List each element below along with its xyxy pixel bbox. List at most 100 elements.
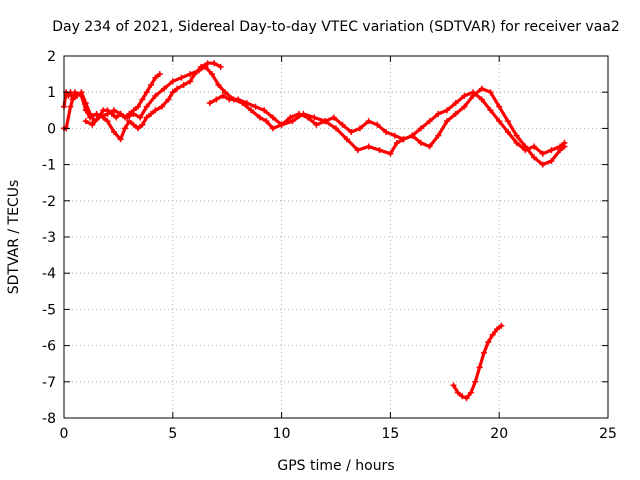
data-point [487,107,494,114]
data-point [504,129,511,136]
data-point [169,78,176,85]
x-axis-ticks: 0 5 10 15 20 25 [60,56,617,442]
y-tick-label: -6 [42,339,56,355]
data-point [211,60,218,67]
data-point [252,103,259,110]
data-point [117,136,124,143]
data-point [89,121,96,128]
data-point [374,121,381,128]
data-point [400,136,407,143]
series-sdtvar-d [208,86,567,167]
data-point [269,125,276,132]
data-point [165,96,172,103]
data-point [87,114,94,121]
data-point [93,110,100,117]
data-point [504,118,511,125]
data-point [187,78,194,85]
data-point [195,67,202,74]
data-point [393,139,400,146]
data-point [333,125,339,132]
data-point [452,100,459,107]
data-point [124,114,131,121]
data-point [494,326,501,333]
data-point [152,107,159,114]
data-point [206,100,213,107]
data-point [113,114,120,121]
data-point [126,118,133,125]
data-point [459,393,466,400]
data-point [383,129,390,136]
data-point [557,147,564,154]
data-point [139,121,146,128]
chart-title: Day 234 of 2021, Sidereal Day-to-day VTE… [52,19,620,35]
data-point [134,125,141,132]
data-point [391,132,398,139]
x-tick-label: 25 [599,426,617,442]
data-point [134,103,141,110]
data-point [121,125,128,132]
data-point [243,100,250,107]
data-point [487,89,494,96]
data-point [476,364,483,371]
data-point [496,103,503,110]
data-point [82,107,89,114]
data-point [463,395,470,402]
data-point [561,143,568,150]
data-point [443,118,450,125]
data-point [178,74,185,81]
data-point [137,114,144,121]
data-point [104,118,111,125]
series-sdtvar-c [84,65,567,156]
data-point [531,154,538,161]
x-tick-label: 0 [60,426,69,442]
data-point [143,114,150,121]
y-tick-label: -5 [42,302,56,318]
data-point [65,92,72,99]
y-tick-label: 2 [47,49,56,65]
data-point [472,378,479,385]
y-tick-label: -4 [42,266,56,282]
data-point [263,118,270,125]
data-point [174,85,181,92]
data-point [467,389,474,396]
data-point [365,118,372,125]
data-point [180,81,187,88]
data-point [387,150,394,157]
data-point [548,157,555,164]
data-point [148,81,155,88]
x-tick-label: 5 [168,426,177,442]
data-point [139,96,146,103]
data-point [348,129,355,136]
data-point [478,85,485,92]
data-point [531,143,538,150]
x-tick-label: 20 [490,426,508,442]
data-point [435,110,442,117]
y-axis-ticks: 2 1 0 -1 -2 -3 -4 -5 -6 -7 -8 [42,49,608,427]
data-point [426,118,433,125]
data-point [409,132,416,139]
data-point [248,107,255,114]
data-point [204,60,211,67]
data-point [269,114,276,121]
data-point [202,63,209,70]
data-point [354,147,361,154]
y-tick-label: 0 [47,121,56,137]
data-point [356,125,363,132]
data-point [208,71,215,78]
data-point [117,110,124,117]
data-point [219,92,226,99]
data-point [478,96,485,103]
data-point [111,129,118,136]
data-point [496,118,503,125]
data-point [313,121,320,128]
y-tick-label: -1 [42,158,56,174]
y-tick-label: 1 [47,85,56,101]
data-point [522,143,529,150]
data-point [213,96,220,103]
data-point [82,118,89,125]
data-point [287,114,294,121]
data-point [261,107,268,114]
data-point [376,147,383,154]
data-point [215,81,222,88]
data-point [143,89,150,96]
